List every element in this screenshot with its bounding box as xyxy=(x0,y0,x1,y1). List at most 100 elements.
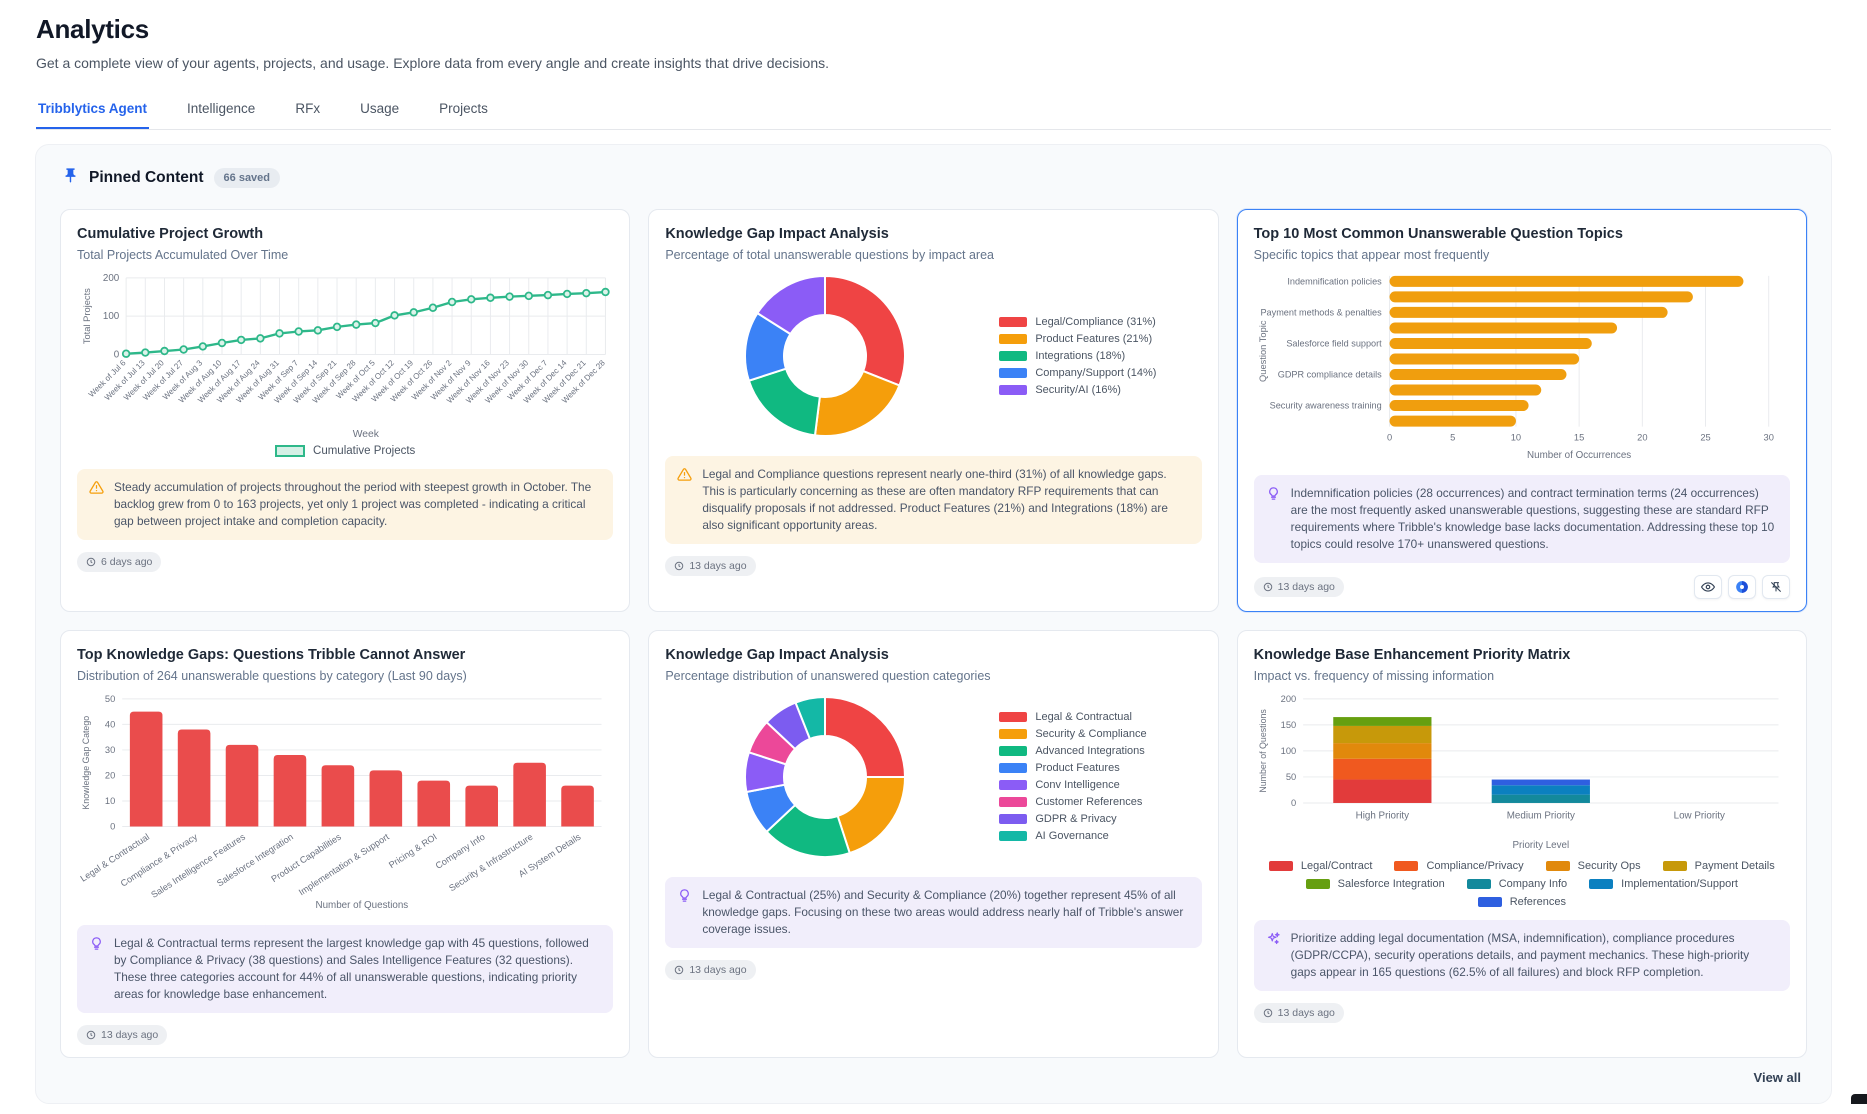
legend-item: Conv Intelligence xyxy=(999,779,1146,791)
timestamp-badge: 13 days ago xyxy=(665,960,756,981)
view-all-link[interactable]: View all xyxy=(1753,1070,1801,1086)
legend-item: Product Features (21%) xyxy=(999,333,1156,345)
insight-text: Steady accumulation of projects througho… xyxy=(114,479,592,529)
legend-swatch xyxy=(999,334,1028,344)
svg-text:Implementation & Support: Implementation & Support xyxy=(297,831,391,897)
svg-text:Salesforce field support: Salesforce field support xyxy=(1286,339,1382,349)
svg-text:150: 150 xyxy=(1280,720,1296,730)
svg-text:0: 0 xyxy=(114,349,120,360)
svg-text:0: 0 xyxy=(110,821,115,831)
legend-swatch xyxy=(999,368,1028,378)
card-title: Knowledge Base Enhancement Priority Matr… xyxy=(1253,646,1571,663)
card-actions xyxy=(1693,574,1790,599)
card-title: Top 10 Most Common Unanswerable Question… xyxy=(1253,226,1623,242)
palette-icon xyxy=(1736,581,1748,593)
svg-text:15: 15 xyxy=(1574,432,1584,442)
insight-box: Steady accumulation of projects througho… xyxy=(77,468,614,541)
insight-text: Prioritize adding legal documentation (M… xyxy=(1290,930,1750,980)
legend-swatch xyxy=(999,763,1028,774)
svg-text:20: 20 xyxy=(105,770,115,780)
card-title: Cumulative Project Growth xyxy=(77,226,264,242)
card-top-knowledge-gaps[interactable]: Top Knowledge Gaps: Questions Tribble Ca… xyxy=(60,629,631,1059)
legend-item: Company Info xyxy=(1466,878,1567,890)
stacked-bar-chart: 0 50 100 150 200 High Priority Medium Priority… xyxy=(1254,691,1790,854)
card-knowledge-gap-impact-1[interactable]: Knowledge Gap Impact Analysis Percentage… xyxy=(648,209,1219,612)
card-top10-unanswerable-topics[interactable]: Top 10 Most Common Unanswerable Question… xyxy=(1236,209,1807,612)
page-header: Analytics Get a complete view of your ag… xyxy=(0,0,1867,130)
svg-text:5: 5 xyxy=(1450,432,1455,442)
svg-text:Knowledge Gap Catego: Knowledge Gap Catego xyxy=(81,716,91,810)
view-button[interactable] xyxy=(1693,574,1722,599)
legend-swatch xyxy=(999,780,1028,791)
card-cumulative-project-growth[interactable]: Cumulative Project Growth Total Projects… xyxy=(60,209,631,612)
legend-item: Advanced Integrations xyxy=(999,745,1146,757)
legend-item: Legal & Contractual xyxy=(999,711,1146,723)
bar-chart: 0 10 20 30 40 50 Legal & Contractual Compliance… xyxy=(77,691,613,913)
card-priority-matrix[interactable]: Knowledge Base Enhancement Priority Matr… xyxy=(1236,629,1807,1059)
legend-swatch xyxy=(1545,860,1570,871)
tab-usage[interactable]: Usage xyxy=(360,101,400,116)
timestamp-badge: 13 days ago xyxy=(665,556,756,577)
svg-text:0: 0 xyxy=(1387,432,1392,442)
svg-text:50: 50 xyxy=(105,694,115,704)
card-knowledge-gap-impact-2[interactable]: Knowledge Gap Impact Analysis Percentage… xyxy=(648,629,1219,1059)
svg-text:10: 10 xyxy=(1510,432,1520,442)
lightbulb-icon xyxy=(1266,485,1282,553)
card-subtitle: Impact vs. frequency of missing informat… xyxy=(1253,668,1495,683)
card-subtitle: Percentage distribution of unanswered qu… xyxy=(665,668,991,683)
tab-intelligence[interactable]: Intelligence xyxy=(187,101,256,116)
eye-icon xyxy=(1700,582,1715,592)
legend-swatch xyxy=(999,814,1028,825)
card-title: Knowledge Gap Impact Analysis xyxy=(665,226,889,242)
warning-icon xyxy=(677,466,693,534)
card-subtitle: Percentage of total unanswerable questio… xyxy=(665,248,995,262)
legend-item: References xyxy=(1477,896,1566,908)
card-subtitle: Total Projects Accumulated Over Time xyxy=(77,248,289,262)
pin-icon xyxy=(62,167,79,189)
legend-swatch xyxy=(999,729,1028,740)
donut-chart xyxy=(665,689,995,865)
clock-icon xyxy=(675,562,684,571)
svg-text:30: 30 xyxy=(105,745,115,755)
unpin-button[interactable] xyxy=(1761,574,1790,599)
svg-text:Medium Priority: Medium Priority xyxy=(1506,811,1574,822)
legend-item: Security Ops xyxy=(1545,860,1641,872)
tab-bar: Tribblytics Agent Intelligence RFx Usage… xyxy=(36,93,1831,130)
svg-text:0: 0 xyxy=(1291,798,1296,808)
svg-text:Security awareness training: Security awareness training xyxy=(1269,401,1381,411)
svg-text:Total Projects: Total Projects xyxy=(82,288,92,344)
theme-button[interactable] xyxy=(1727,574,1756,599)
legend-swatch xyxy=(1394,860,1419,871)
warning-icon xyxy=(89,479,105,530)
legend-swatch xyxy=(275,444,306,457)
svg-text:Number of Questions: Number of Questions xyxy=(316,900,409,911)
svg-text:Sales Intelligence Features: Sales Intelligence Features xyxy=(149,831,247,900)
tab-projects[interactable]: Projects xyxy=(439,101,488,116)
card-grid: Cumulative Project Growth Total Projects… xyxy=(60,209,1807,1059)
svg-text:40: 40 xyxy=(105,719,115,729)
svg-text:Week: Week xyxy=(353,429,380,440)
legend-swatch xyxy=(1268,860,1293,871)
svg-text:Priority Level: Priority Level xyxy=(1512,840,1569,851)
timestamp-badge: 13 days ago xyxy=(1253,576,1344,597)
clock-icon xyxy=(86,1031,96,1040)
legend-item: AI Governance xyxy=(999,830,1146,842)
timestamp-badge: 13 days ago xyxy=(77,1025,168,1046)
insight-text: Legal and Compliance questions represent… xyxy=(702,467,1168,533)
legend-swatch xyxy=(1305,878,1330,889)
legend-label: Cumulative Projects xyxy=(313,444,416,457)
svg-text:Security & Infrastructure: Security & Infrastructure xyxy=(447,832,535,894)
tab-rfx[interactable]: RFx xyxy=(295,101,321,116)
legend-item: Legal/Compliance (31%) xyxy=(999,316,1156,328)
legend-swatch xyxy=(999,746,1028,757)
svg-text:20: 20 xyxy=(1637,432,1647,442)
legend-item: Salesforce Integration xyxy=(1305,878,1445,890)
legend-swatch xyxy=(1662,860,1687,871)
insight-box: Prioritize adding legal documentation (M… xyxy=(1253,919,1790,992)
chart-legend: Cumulative Projects xyxy=(77,444,613,457)
tab-tribblytics-agent[interactable]: Tribblytics Agent xyxy=(36,93,150,129)
svg-text:100: 100 xyxy=(103,311,120,322)
card-subtitle: Specific topics that appear most frequen… xyxy=(1253,248,1490,262)
chart-legend: Legal & Contractual Security & Compliance… xyxy=(995,711,1147,842)
svg-text:Indemnification policies: Indemnification policies xyxy=(1287,277,1382,287)
